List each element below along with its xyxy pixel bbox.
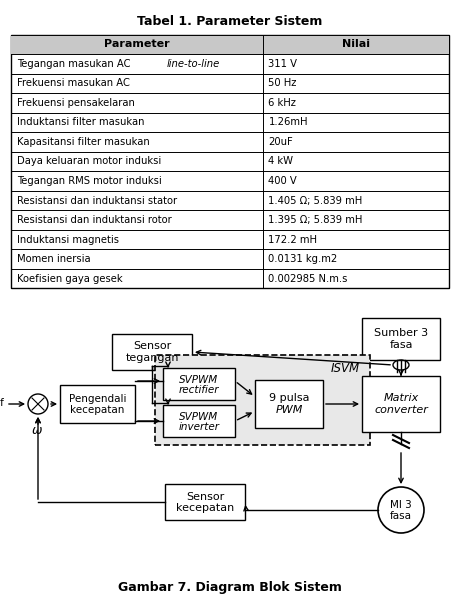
Text: PWM: PWM [275, 405, 302, 415]
Bar [162, 405, 235, 437]
Text: 4 kW: 4 kW [268, 157, 293, 166]
Text: Induktansi magnetis: Induktansi magnetis [17, 235, 118, 245]
Text: Pengendali: Pengendali [68, 394, 126, 404]
Text: 311 V: 311 V [268, 59, 297, 69]
Text: 9 pulsa: 9 pulsa [268, 393, 308, 403]
Bar [11, 35, 448, 54]
Text: MI 3: MI 3 [389, 500, 411, 510]
Text: Daya keluaran motor induksi: Daya keluaran motor induksi [17, 157, 161, 166]
Text: ISVM: ISVM [330, 362, 359, 375]
Bar [60, 385, 134, 423]
Text: inverter: inverter [178, 422, 219, 432]
Text: 1.405 Ω; 5.839 mH: 1.405 Ω; 5.839 mH [268, 196, 362, 206]
Text: line-to-line: line-to-line [167, 59, 219, 69]
Text: Nilai: Nilai [341, 40, 369, 49]
Text: 0.0131 kg.m2: 0.0131 kg.m2 [268, 254, 337, 264]
Bar [361, 376, 439, 432]
Text: Sensor
tegangan: Sensor tegangan [125, 341, 179, 363]
Bar [162, 368, 235, 400]
Bar [361, 318, 439, 360]
Text: Tegangan RMS motor induksi: Tegangan RMS motor induksi [17, 176, 161, 186]
Text: Tegangan masukan AC: Tegangan masukan AC [17, 59, 133, 69]
Text: Parameter: Parameter [104, 40, 170, 49]
Bar [254, 380, 322, 428]
Text: Matrix: Matrix [382, 393, 418, 403]
Text: 1.395 Ω; 5.839 mH: 1.395 Ω; 5.839 mH [268, 215, 362, 225]
Text: o ref: o ref [0, 398, 4, 408]
Text: Frekuensi masukan AC: Frekuensi masukan AC [17, 79, 129, 88]
Text: SVPWM: SVPWM [179, 375, 218, 385]
Text: 50 Hz: 50 Hz [268, 79, 296, 88]
Text: Resistansi dan induktansi rotor: Resistansi dan induktansi rotor [17, 215, 171, 225]
Text: kecepatan: kecepatan [175, 503, 234, 513]
Bar [165, 484, 245, 520]
Text: 172.2 mH: 172.2 mH [268, 235, 317, 245]
Text: Sumber 3
fasa: Sumber 3 fasa [373, 328, 427, 350]
Text: 6 kHz: 6 kHz [268, 98, 296, 108]
Bar [112, 334, 191, 370]
Text: ω: ω [32, 424, 42, 437]
Text: Resistansi dan induktansi stator: Resistansi dan induktansi stator [17, 196, 176, 206]
Text: Koefisien gaya gesek: Koefisien gaya gesek [17, 274, 122, 284]
Text: Induktansi filter masukan: Induktansi filter masukan [17, 118, 144, 127]
Text: SVPWM: SVPWM [179, 412, 218, 422]
Text: Frekuensi pensakelaran: Frekuensi pensakelaran [17, 98, 134, 108]
Text: kecepatan: kecepatan [70, 405, 124, 415]
Text: Kapasitansi filter masukan: Kapasitansi filter masukan [17, 137, 149, 147]
Text: Gambar 7. Diagram Blok Sistem: Gambar 7. Diagram Blok Sistem [118, 581, 341, 595]
Text: 0.002985 N.m.s: 0.002985 N.m.s [268, 274, 347, 284]
Text: Tabel 1. Parameter Sistem: Tabel 1. Parameter Sistem [137, 15, 322, 28]
Text: fasa: fasa [389, 511, 411, 521]
Text: rectifier: rectifier [179, 385, 219, 395]
Text: Momen inersia: Momen inersia [17, 254, 90, 264]
Text: 1.26mH: 1.26mH [268, 118, 307, 127]
Text: 20uF: 20uF [268, 137, 292, 147]
Text: 400 V: 400 V [268, 176, 297, 186]
Bar [155, 355, 369, 445]
Text: Sensor: Sensor [185, 492, 224, 502]
Text: converter: converter [373, 405, 427, 415]
